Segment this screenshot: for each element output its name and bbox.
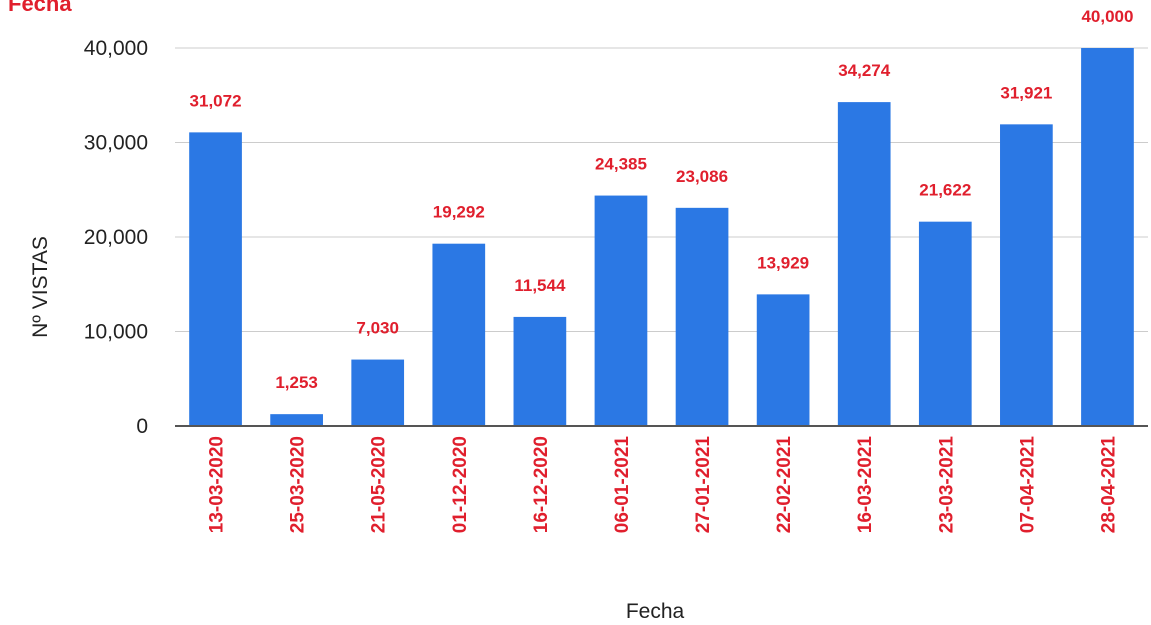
bar	[351, 359, 405, 426]
x-tick-label: 23-03-2021	[936, 436, 957, 534]
gridlines	[175, 47, 1148, 332]
data-label: 19,292	[433, 203, 485, 222]
x-tick-label: 16-03-2021	[855, 436, 876, 534]
y-tick-label: 20,000	[84, 226, 148, 249]
x-tick-label: 27-01-2021	[693, 436, 714, 534]
x-tick-label: 13-03-2020	[207, 436, 228, 533]
bar	[1000, 124, 1053, 426]
bar	[432, 243, 486, 426]
data-label: 31,921	[1000, 83, 1052, 102]
x-tick-label: 06-01-2021	[612, 436, 633, 534]
bar	[837, 102, 891, 426]
data-label: 34,274	[838, 61, 891, 80]
y-axis-ticks: 0 10,000 20,000 30,000 40,000	[84, 37, 148, 438]
x-tick-label: 28-04-2021	[1098, 436, 1119, 534]
y-tick-label: 10,000	[84, 321, 148, 344]
bar	[594, 195, 648, 426]
data-label: 7,030	[356, 319, 399, 338]
x-tick-label: 07-04-2021	[1017, 436, 1038, 534]
bars	[189, 48, 1134, 426]
bar	[675, 207, 729, 426]
x-tick-label: 01-12-2020	[450, 436, 471, 533]
bar	[189, 132, 242, 426]
y-tick-label: 0	[136, 415, 148, 438]
data-label: 13,929	[757, 253, 809, 272]
data-label: 40,000	[1081, 7, 1133, 26]
bar	[756, 294, 810, 426]
chart-title: Fecha	[8, 0, 72, 16]
data-label: 31,072	[190, 91, 242, 110]
data-label: 23,086	[676, 167, 728, 186]
x-axis-title: Fecha	[626, 600, 685, 623]
x-tick-label: 21-05-2020	[369, 436, 390, 533]
bar	[270, 414, 323, 426]
bar	[918, 221, 972, 426]
bar	[1081, 48, 1134, 426]
data-labels: 31,072 1,253 7,030 19,292 11,544 24,385 23,086…	[190, 7, 1134, 392]
x-tick-label: 25-03-2020	[288, 436, 309, 533]
x-tick-label: 16-12-2020	[531, 436, 552, 533]
x-axis-ticks: 13-03-2020 25-03-2020 21-05-2020 01-12-2020…	[207, 436, 1120, 534]
x-tick-label: 22-02-2021	[774, 436, 795, 534]
data-label: 11,544	[514, 276, 566, 295]
bar	[513, 316, 567, 426]
data-label: 24,385	[595, 155, 647, 174]
data-label: 1,253	[275, 373, 318, 392]
data-label: 21,622	[919, 181, 971, 200]
y-tick-label: 40,000	[84, 37, 148, 60]
y-axis-title: Nº VISTAS	[29, 236, 52, 338]
y-tick-label: 30,000	[84, 132, 148, 155]
